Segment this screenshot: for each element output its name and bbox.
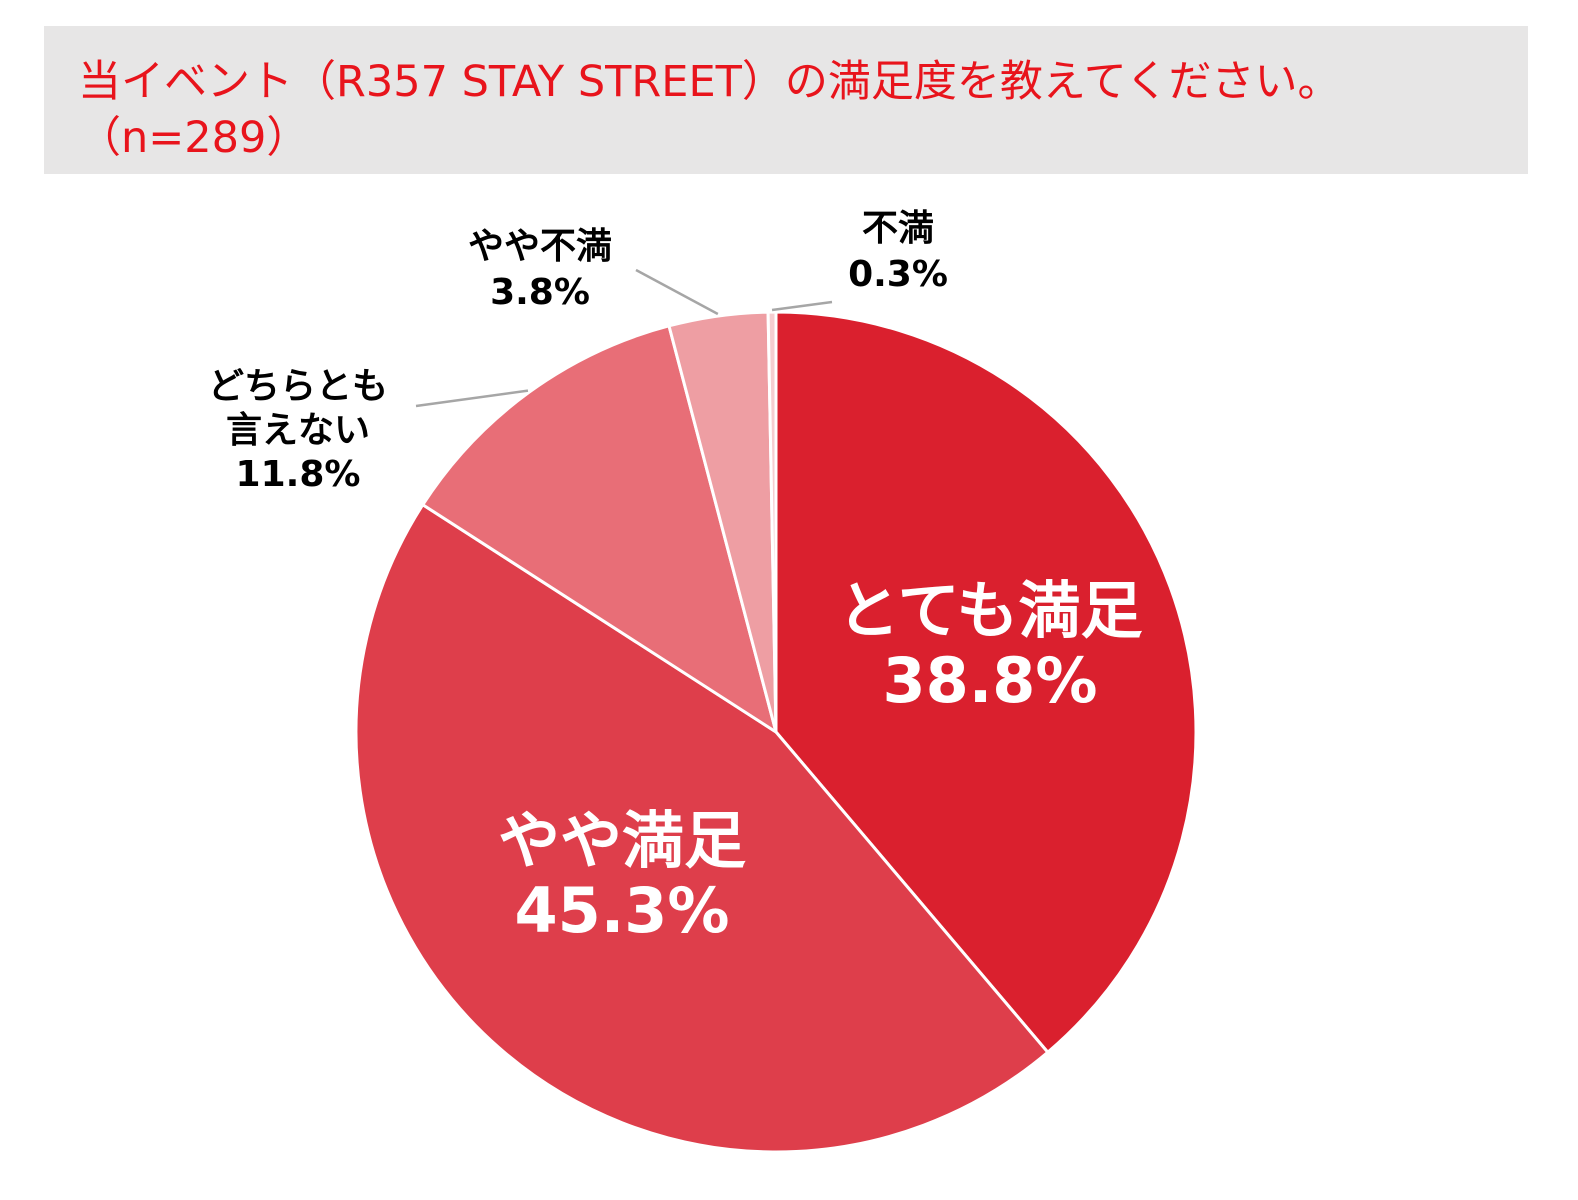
chart-title-box: 当イベント（R357 STAY STREET）の満足度を教えてください。 （n=…	[44, 26, 1528, 174]
slice-label-不満: 不満	[862, 208, 934, 249]
pie-slice-不満	[766, 310, 778, 733]
slice-label-どちらとも言えない-0: どちらとも	[208, 366, 388, 407]
slice-value-やや不満: 3.8%	[490, 272, 590, 313]
pie-slice-とても満足	[774, 310, 1198, 1055]
pie-slice-やや満足	[354, 502, 1050, 1154]
slice-value-不満: 0.3%	[848, 254, 948, 295]
slice-label-どちらとも言えない-1: 言えない	[226, 410, 370, 451]
slice-value-やや満足: 45.3%	[514, 874, 729, 947]
pie-slice-どちらとも言えない	[420, 324, 779, 736]
chart-title: 当イベント（R357 STAY STREET）の満足度を教えてください。	[78, 57, 1341, 107]
slice-label-やや不満: やや不満	[468, 226, 612, 267]
leader-line-不満	[771, 300, 833, 312]
leader-lines	[415, 268, 833, 408]
chart-sample-size: （n=289）	[78, 113, 310, 163]
slice-label-とても満足: とても満足	[837, 574, 1142, 647]
pie-slices	[354, 310, 1198, 1154]
slice-value-とても満足: 38.8%	[882, 644, 1097, 717]
slice-label-やや満足: やや満足	[498, 804, 746, 877]
slice-value-どちらとも言えない: 11.8%	[236, 454, 361, 495]
leader-line-やや不満	[635, 268, 719, 316]
leader-line-どちらとも言えない	[415, 389, 529, 408]
